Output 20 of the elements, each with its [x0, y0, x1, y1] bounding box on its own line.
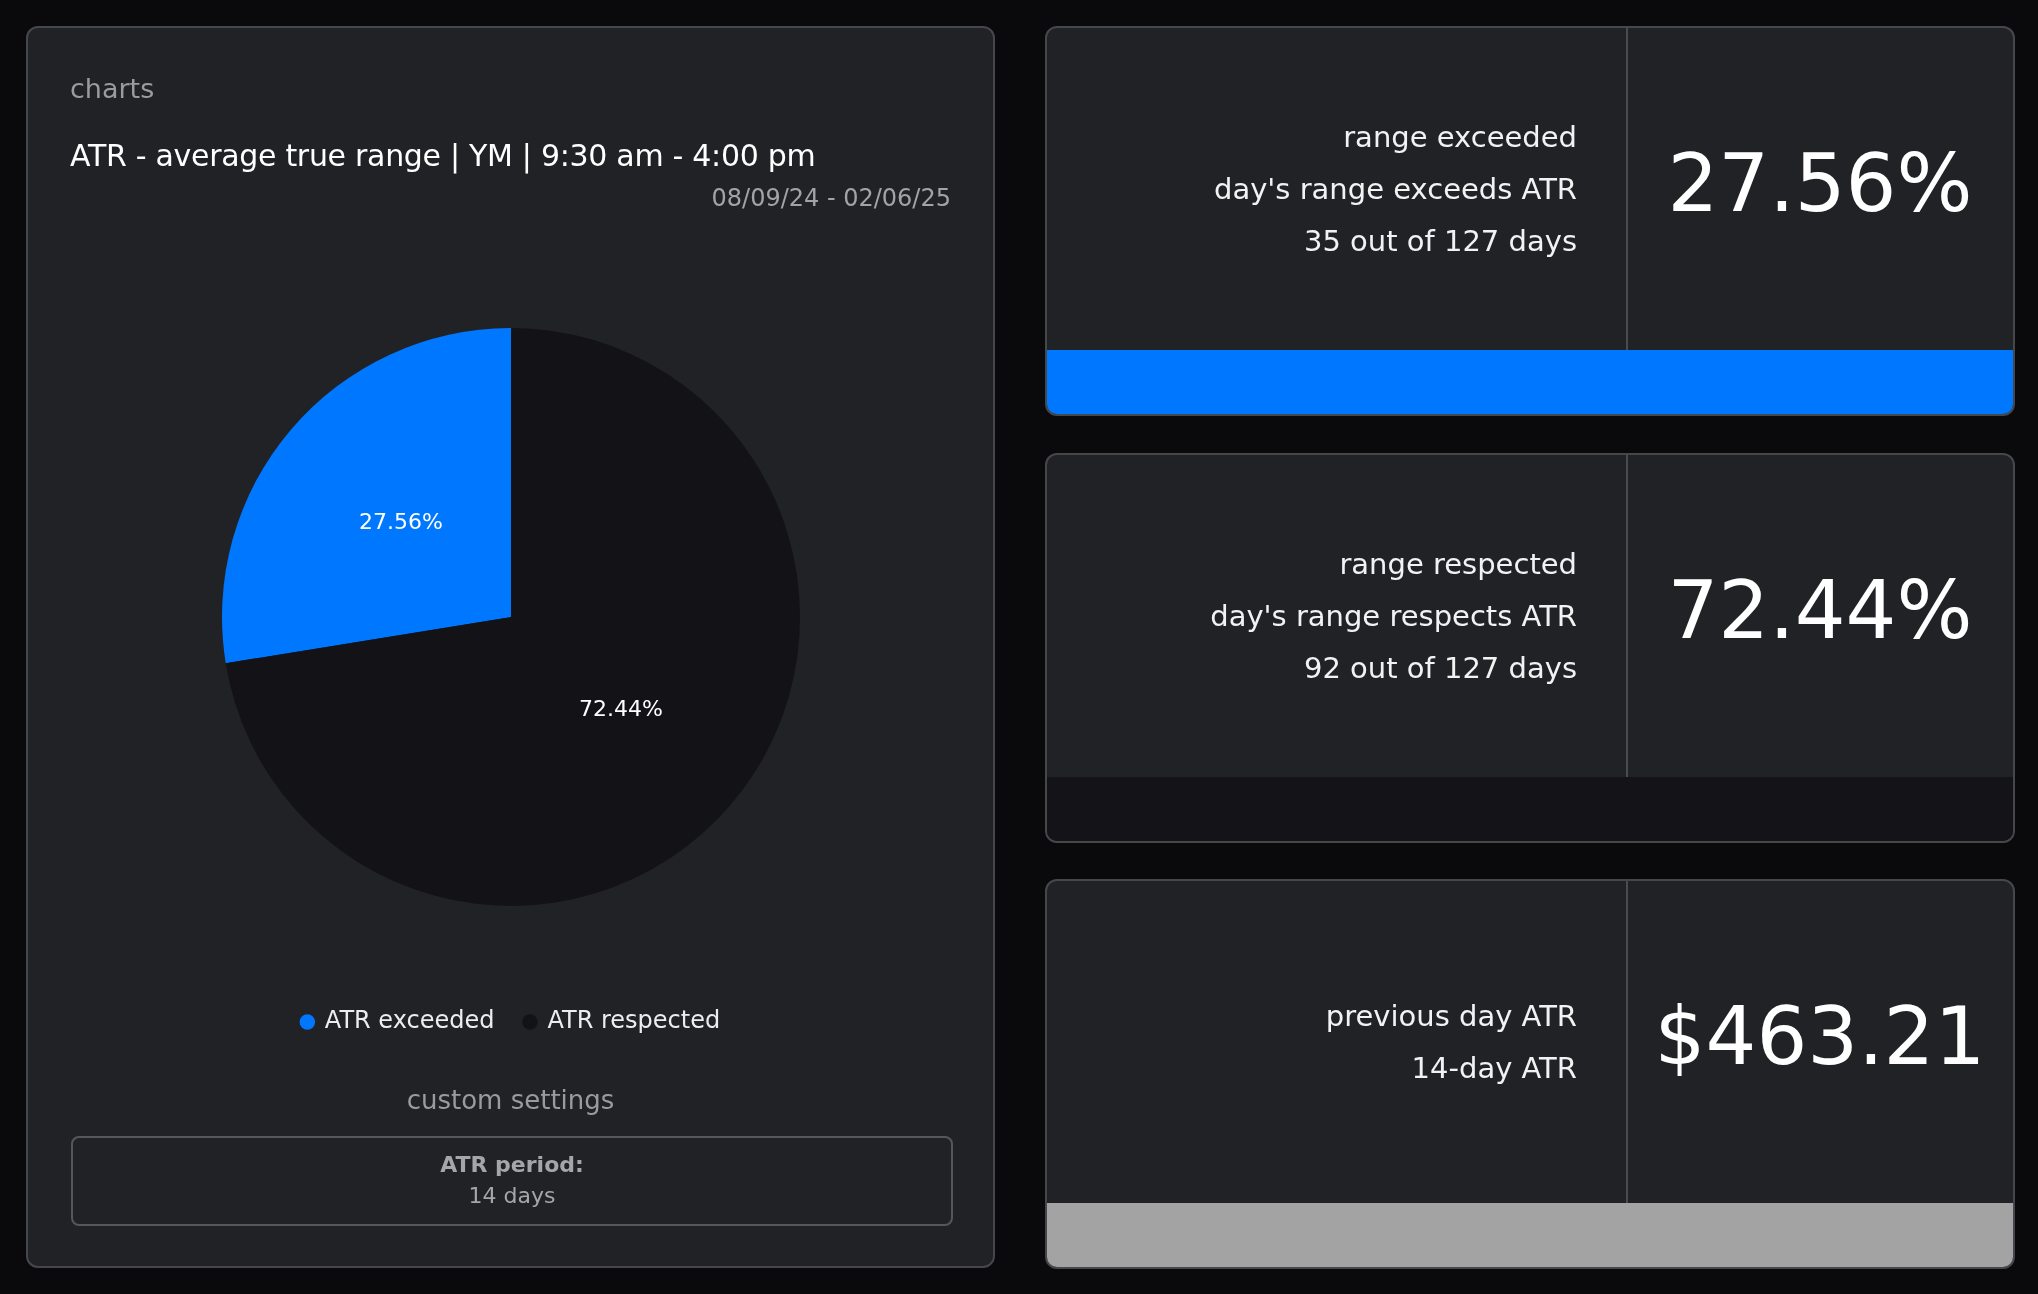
- data-label: 27.56%: [359, 509, 443, 535]
- legend-label: ATR respected: [547, 1006, 721, 1035]
- text: 27.56%: [1666, 136, 1974, 232]
- text: day's range respects ATR: [1210, 597, 1577, 635]
- text: range respected: [1339, 545, 1577, 583]
- text: 72.44%: [1666, 562, 1974, 659]
- text: charts: [70, 72, 155, 106]
- text: previous day ATR: [1325, 998, 1577, 1035]
- text: range exceeded: [1343, 119, 1577, 156]
- chart-title: ATR - average true range | YM | 9:30 am - 4:00 pm: [70, 137, 816, 176]
- text: day's range exceeds ATR: [1214, 171, 1577, 208]
- text: $463.21: [1653, 989, 1987, 1085]
- data-label: 72.44%: [579, 696, 663, 722]
- chart-subtitle: 08/09/24 - 02/06/25: [711, 183, 951, 214]
- text: 35 out of 127 days: [1303, 223, 1577, 260]
- text: custom settings: [405, 1084, 616, 1117]
- text: 92 out of 127 days: [1303, 649, 1577, 687]
- settings-box: ATR period: 14 days: [71, 1136, 953, 1226]
- legend-label: ATR exceeded: [324, 1006, 495, 1035]
- text: 14-day ATR: [1411, 1050, 1577, 1087]
